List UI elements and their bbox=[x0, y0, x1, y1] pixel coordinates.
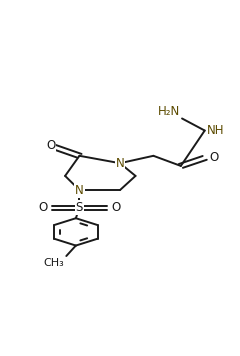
Text: O: O bbox=[46, 139, 55, 152]
Text: N: N bbox=[116, 157, 124, 170]
Text: N: N bbox=[75, 184, 84, 197]
Text: NH: NH bbox=[207, 124, 225, 137]
Text: H₂N: H₂N bbox=[157, 105, 180, 118]
Text: O: O bbox=[210, 151, 219, 164]
Text: O: O bbox=[112, 201, 121, 214]
Text: S: S bbox=[76, 201, 83, 214]
Text: O: O bbox=[38, 201, 47, 214]
Text: CH₃: CH₃ bbox=[43, 258, 64, 268]
